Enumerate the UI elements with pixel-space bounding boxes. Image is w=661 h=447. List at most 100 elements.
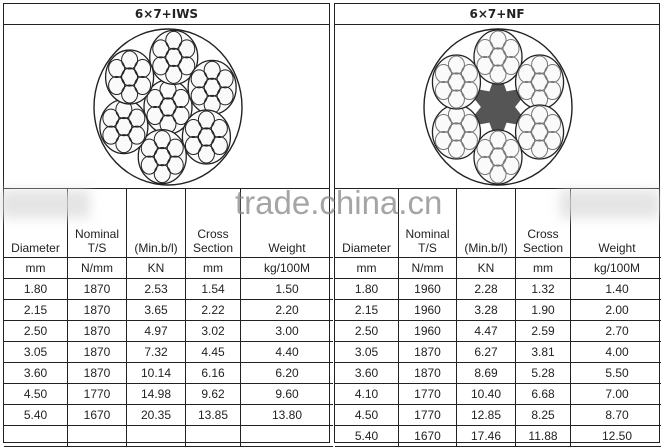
cell [127, 426, 186, 447]
cell: 1960 [399, 279, 457, 300]
cell: 13.80 [241, 405, 334, 426]
cell: 17.46 [457, 426, 516, 447]
cell: 1870 [68, 300, 127, 321]
cell: 10.40 [457, 384, 516, 405]
cell: 12.50 [571, 426, 661, 447]
cell: 5.40 [4, 405, 68, 426]
cell: 1.90 [516, 300, 571, 321]
cell: 3.81 [516, 342, 571, 363]
cell: mm [186, 258, 241, 279]
cell: 6.68 [516, 384, 571, 405]
cell: 4.97 [127, 321, 186, 342]
cell: 2.20 [241, 300, 334, 321]
cell: mm [4, 258, 68, 279]
cell: 4.50 [4, 384, 68, 405]
blur-patch [560, 190, 660, 218]
cell [4, 426, 68, 447]
cell: 1770 [399, 384, 457, 405]
cell: 5.50 [571, 363, 661, 384]
cell: 1770 [68, 384, 127, 405]
cell [241, 426, 334, 447]
cell: mm [516, 258, 571, 279]
table-row [4, 426, 333, 447]
cell: 13.85 [186, 405, 241, 426]
cell: N/mm [68, 258, 127, 279]
cell: 1870 [399, 342, 457, 363]
cell: mm [335, 258, 399, 279]
cell: 11.88 [516, 426, 571, 447]
cell: 3.28 [457, 300, 516, 321]
cell: 3.60 [4, 363, 68, 384]
cell: 5.28 [516, 363, 571, 384]
cell: 2.70 [571, 321, 661, 342]
cell: 9.60 [241, 384, 334, 405]
cell: 2.22 [186, 300, 241, 321]
cell: 3.05 [4, 342, 68, 363]
cell: 3.00 [241, 321, 334, 342]
cell: 3.02 [186, 321, 241, 342]
cell: 8.70 [571, 405, 661, 426]
cell: 20.35 [127, 405, 186, 426]
cell: 6.27 [457, 342, 516, 363]
cell: 1770 [399, 405, 457, 426]
cell: 2.15 [4, 300, 68, 321]
blur-patch [0, 190, 90, 218]
cell [68, 426, 127, 447]
cell: 4.47 [457, 321, 516, 342]
cell: 1.32 [516, 279, 571, 300]
cell: 8.69 [457, 363, 516, 384]
cell: 9.62 [186, 384, 241, 405]
cell: kg/100M [241, 258, 334, 279]
cell: Cross Section [186, 189, 241, 258]
rope-cross-section-iws [4, 25, 329, 189]
cell: 6.16 [186, 363, 241, 384]
cell: 1670 [399, 426, 457, 447]
cell: 4.00 [571, 342, 661, 363]
cell: 14.98 [127, 384, 186, 405]
cell: 1.50 [241, 279, 334, 300]
cell: 2.59 [516, 321, 571, 342]
cell: 1.80 [4, 279, 68, 300]
cell: 1.40 [571, 279, 661, 300]
cell: (Min.b/l) [127, 189, 186, 258]
cell: 6.20 [241, 363, 334, 384]
cell: 8.25 [516, 405, 571, 426]
cell: 1870 [68, 342, 127, 363]
cell: Nominal T/S [399, 189, 457, 258]
cell: 4.45 [186, 342, 241, 363]
cell [186, 426, 241, 447]
cell: 1.54 [186, 279, 241, 300]
table-title: 6×7+NF [335, 4, 659, 25]
cell: 2.50 [4, 321, 68, 342]
cell: 2.50 [335, 321, 399, 342]
cell: 4.40 [241, 342, 334, 363]
cell: Weight [241, 189, 334, 258]
cell: KN [457, 258, 516, 279]
cell: 1670 [68, 405, 127, 426]
cell: 2.28 [457, 279, 516, 300]
cell: 1960 [399, 321, 457, 342]
cell: 4.50 [335, 405, 399, 426]
cell: 2.15 [335, 300, 399, 321]
cell: 7.32 [127, 342, 186, 363]
cell: 1960 [399, 300, 457, 321]
cell: 5.40 [335, 426, 399, 447]
cell: kg/100M [571, 258, 661, 279]
cell: 7.00 [571, 384, 661, 405]
rope-cross-section-nf [335, 25, 659, 189]
table-title: 6×7+IWS [4, 4, 329, 25]
cell: 1870 [68, 321, 127, 342]
